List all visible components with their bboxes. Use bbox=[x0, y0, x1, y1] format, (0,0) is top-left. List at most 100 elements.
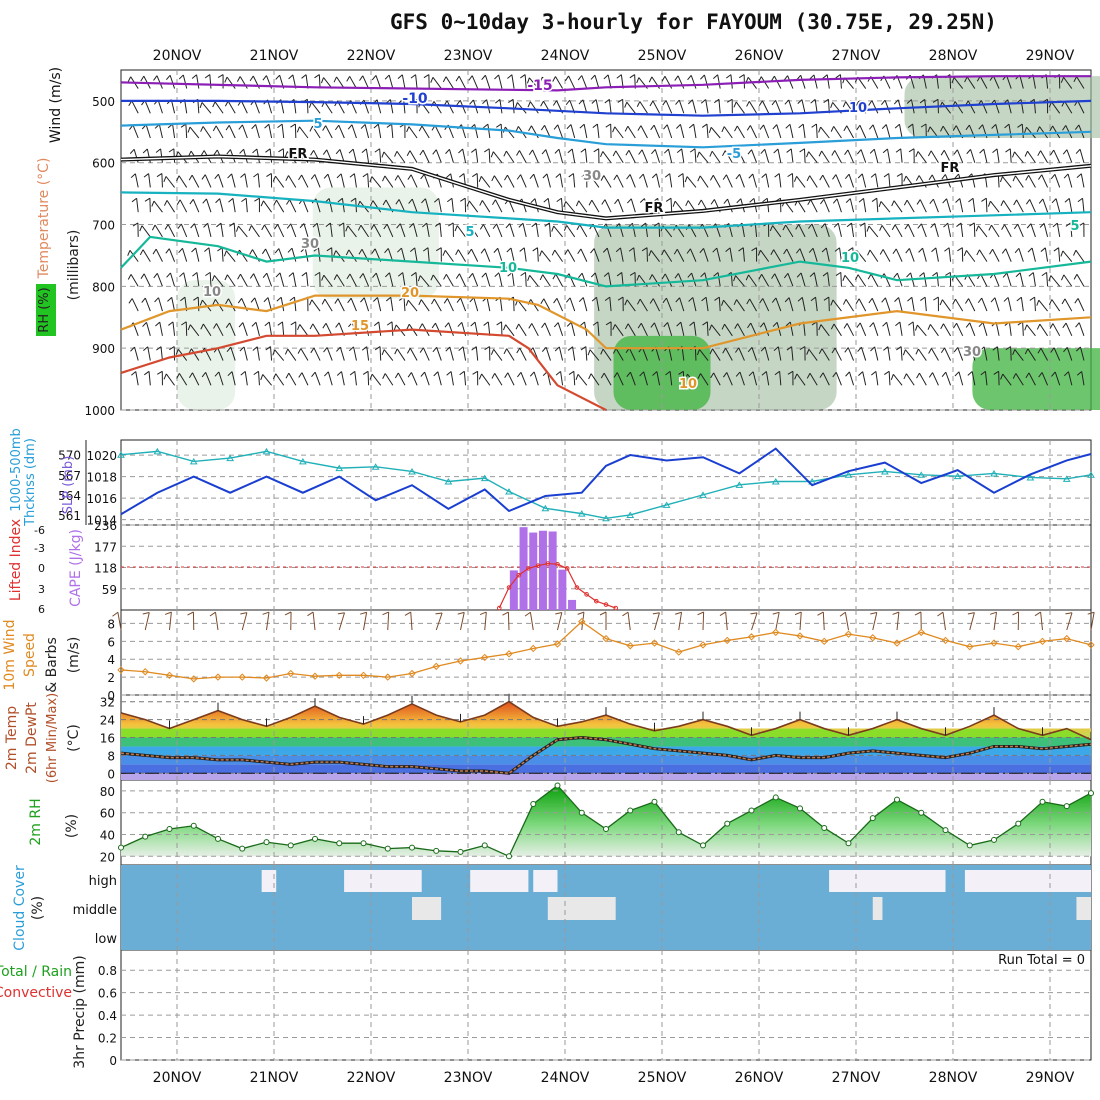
thickness-tick-label: 564 bbox=[58, 489, 81, 503]
wind-barb-flag bbox=[382, 373, 386, 379]
wind-barb-flag bbox=[747, 149, 752, 155]
wind-barb bbox=[628, 247, 636, 262]
wind-barb-flag bbox=[483, 123, 489, 129]
wind-barb-shaft bbox=[312, 323, 321, 337]
surface-wind-barb-shaft bbox=[822, 611, 825, 631]
wind-barb-shaft bbox=[554, 249, 563, 262]
wind-barb-shaft bbox=[160, 148, 163, 163]
wind-barb bbox=[1077, 197, 1085, 213]
wind-barb-shaft bbox=[687, 373, 697, 386]
wind-barb-flag bbox=[214, 173, 219, 180]
wind-barb bbox=[290, 321, 297, 336]
wind-barb bbox=[818, 150, 830, 164]
wind-barb bbox=[1050, 149, 1061, 163]
lifted-index-marker bbox=[516, 572, 522, 578]
wind-barb-shaft bbox=[293, 297, 297, 312]
wind-barb-shaft bbox=[146, 322, 151, 336]
panel-frame-inst bbox=[120, 524, 1092, 611]
wind-barb-flag bbox=[591, 99, 597, 104]
wind-barb-shaft bbox=[318, 74, 321, 89]
wind-barb bbox=[164, 224, 176, 238]
wind-barb bbox=[905, 248, 915, 262]
wind-barb bbox=[867, 249, 879, 262]
wind-barb-flag bbox=[480, 248, 486, 254]
wind-barb-shaft bbox=[426, 223, 430, 237]
wind-barb-shaft bbox=[422, 149, 430, 163]
date-label-top: 28NOV bbox=[929, 48, 978, 64]
pressure-tick-label: 900 bbox=[92, 342, 115, 356]
wind-barb-flag bbox=[568, 173, 574, 178]
wind-barb-shaft bbox=[900, 148, 903, 163]
wind-barb-flag bbox=[238, 124, 243, 130]
wind-barb-shaft bbox=[275, 373, 285, 386]
wind-barb-flag bbox=[361, 148, 367, 154]
wind-barb-flag bbox=[1036, 126, 1040, 133]
wind-barb-flag bbox=[526, 77, 530, 84]
wind-barb bbox=[253, 370, 260, 386]
wind-barb bbox=[567, 346, 576, 361]
wind-barb-flag bbox=[1036, 323, 1041, 330]
wind-barb bbox=[652, 371, 661, 386]
wind-barb bbox=[142, 322, 151, 336]
surface-wind-barb bbox=[457, 611, 465, 631]
surface-wind-barb-shaft bbox=[799, 612, 802, 631]
wind-barb bbox=[239, 346, 248, 361]
wind-barb-shaft bbox=[1039, 323, 1048, 337]
wind-barb-flag bbox=[326, 247, 332, 252]
thickness-marker bbox=[371, 463, 380, 470]
wind-barb bbox=[1017, 123, 1024, 139]
wind-barb bbox=[675, 99, 685, 114]
surface-wind-barb-shaft bbox=[266, 612, 270, 631]
wind-barb bbox=[661, 273, 673, 287]
wind-barb-shaft bbox=[984, 371, 988, 386]
wind-barb bbox=[553, 322, 564, 336]
wind-barb-shaft bbox=[966, 250, 976, 262]
wind-barb-shaft bbox=[432, 274, 442, 287]
wind-barb-shaft bbox=[898, 297, 903, 312]
surface-wind-barb-flag bbox=[479, 611, 487, 615]
wind-barb-flag bbox=[1062, 322, 1067, 329]
lifted-index-marker bbox=[497, 605, 502, 611]
wind-barb-flag bbox=[843, 323, 848, 329]
wind-barb bbox=[858, 197, 867, 213]
surface-wind-barb-flag bbox=[794, 611, 802, 616]
page-title: GFS 0~10day 3-hourly for FAYOUM (30.75E,… bbox=[390, 10, 997, 34]
wind-tick-label: 0 bbox=[107, 689, 115, 703]
wind-barb bbox=[531, 222, 539, 237]
wind-barb bbox=[527, 101, 539, 114]
wind-barb-flag bbox=[893, 99, 899, 105]
wind-barb-flag bbox=[507, 74, 513, 79]
wind-barb bbox=[649, 298, 661, 312]
wind-barb bbox=[394, 175, 406, 188]
wind-speed-marker bbox=[335, 671, 343, 680]
wind-barb-shaft bbox=[629, 174, 636, 188]
wind-barb-shaft bbox=[916, 324, 927, 337]
wind-barb bbox=[710, 372, 721, 386]
wind-barb bbox=[1073, 249, 1085, 262]
wind-barb-flag bbox=[604, 98, 610, 104]
wind-barb-flag bbox=[733, 299, 738, 306]
wind-barb bbox=[181, 321, 188, 336]
wind-barb-shaft bbox=[242, 322, 248, 336]
surface-wind-barb-shaft bbox=[144, 612, 150, 631]
wind-barb bbox=[552, 273, 564, 287]
wind-speed-marker bbox=[553, 640, 562, 648]
wind-barb bbox=[1012, 349, 1024, 361]
wind-barb-flag bbox=[774, 370, 780, 376]
wind-barb-shaft bbox=[373, 224, 382, 238]
wind-barb bbox=[564, 249, 576, 262]
wind-barb-flag bbox=[300, 247, 306, 253]
wind-barb-shaft bbox=[548, 222, 551, 237]
wind-barb-flag bbox=[940, 323, 944, 330]
wind-barb bbox=[806, 373, 818, 386]
wind-barb-shaft bbox=[1082, 198, 1085, 213]
wind-barb-shaft bbox=[667, 322, 673, 336]
wind-barb-shaft bbox=[822, 372, 830, 386]
wind-barb bbox=[943, 222, 952, 238]
wind-barb bbox=[675, 124, 685, 139]
axis-label-precip-convective: Convective bbox=[0, 985, 72, 1001]
cape-tick-label: 118 bbox=[94, 562, 117, 576]
wind-barb-flag bbox=[334, 124, 340, 131]
wind-barb-flag bbox=[916, 199, 921, 205]
wind-barb-flag bbox=[708, 324, 712, 331]
